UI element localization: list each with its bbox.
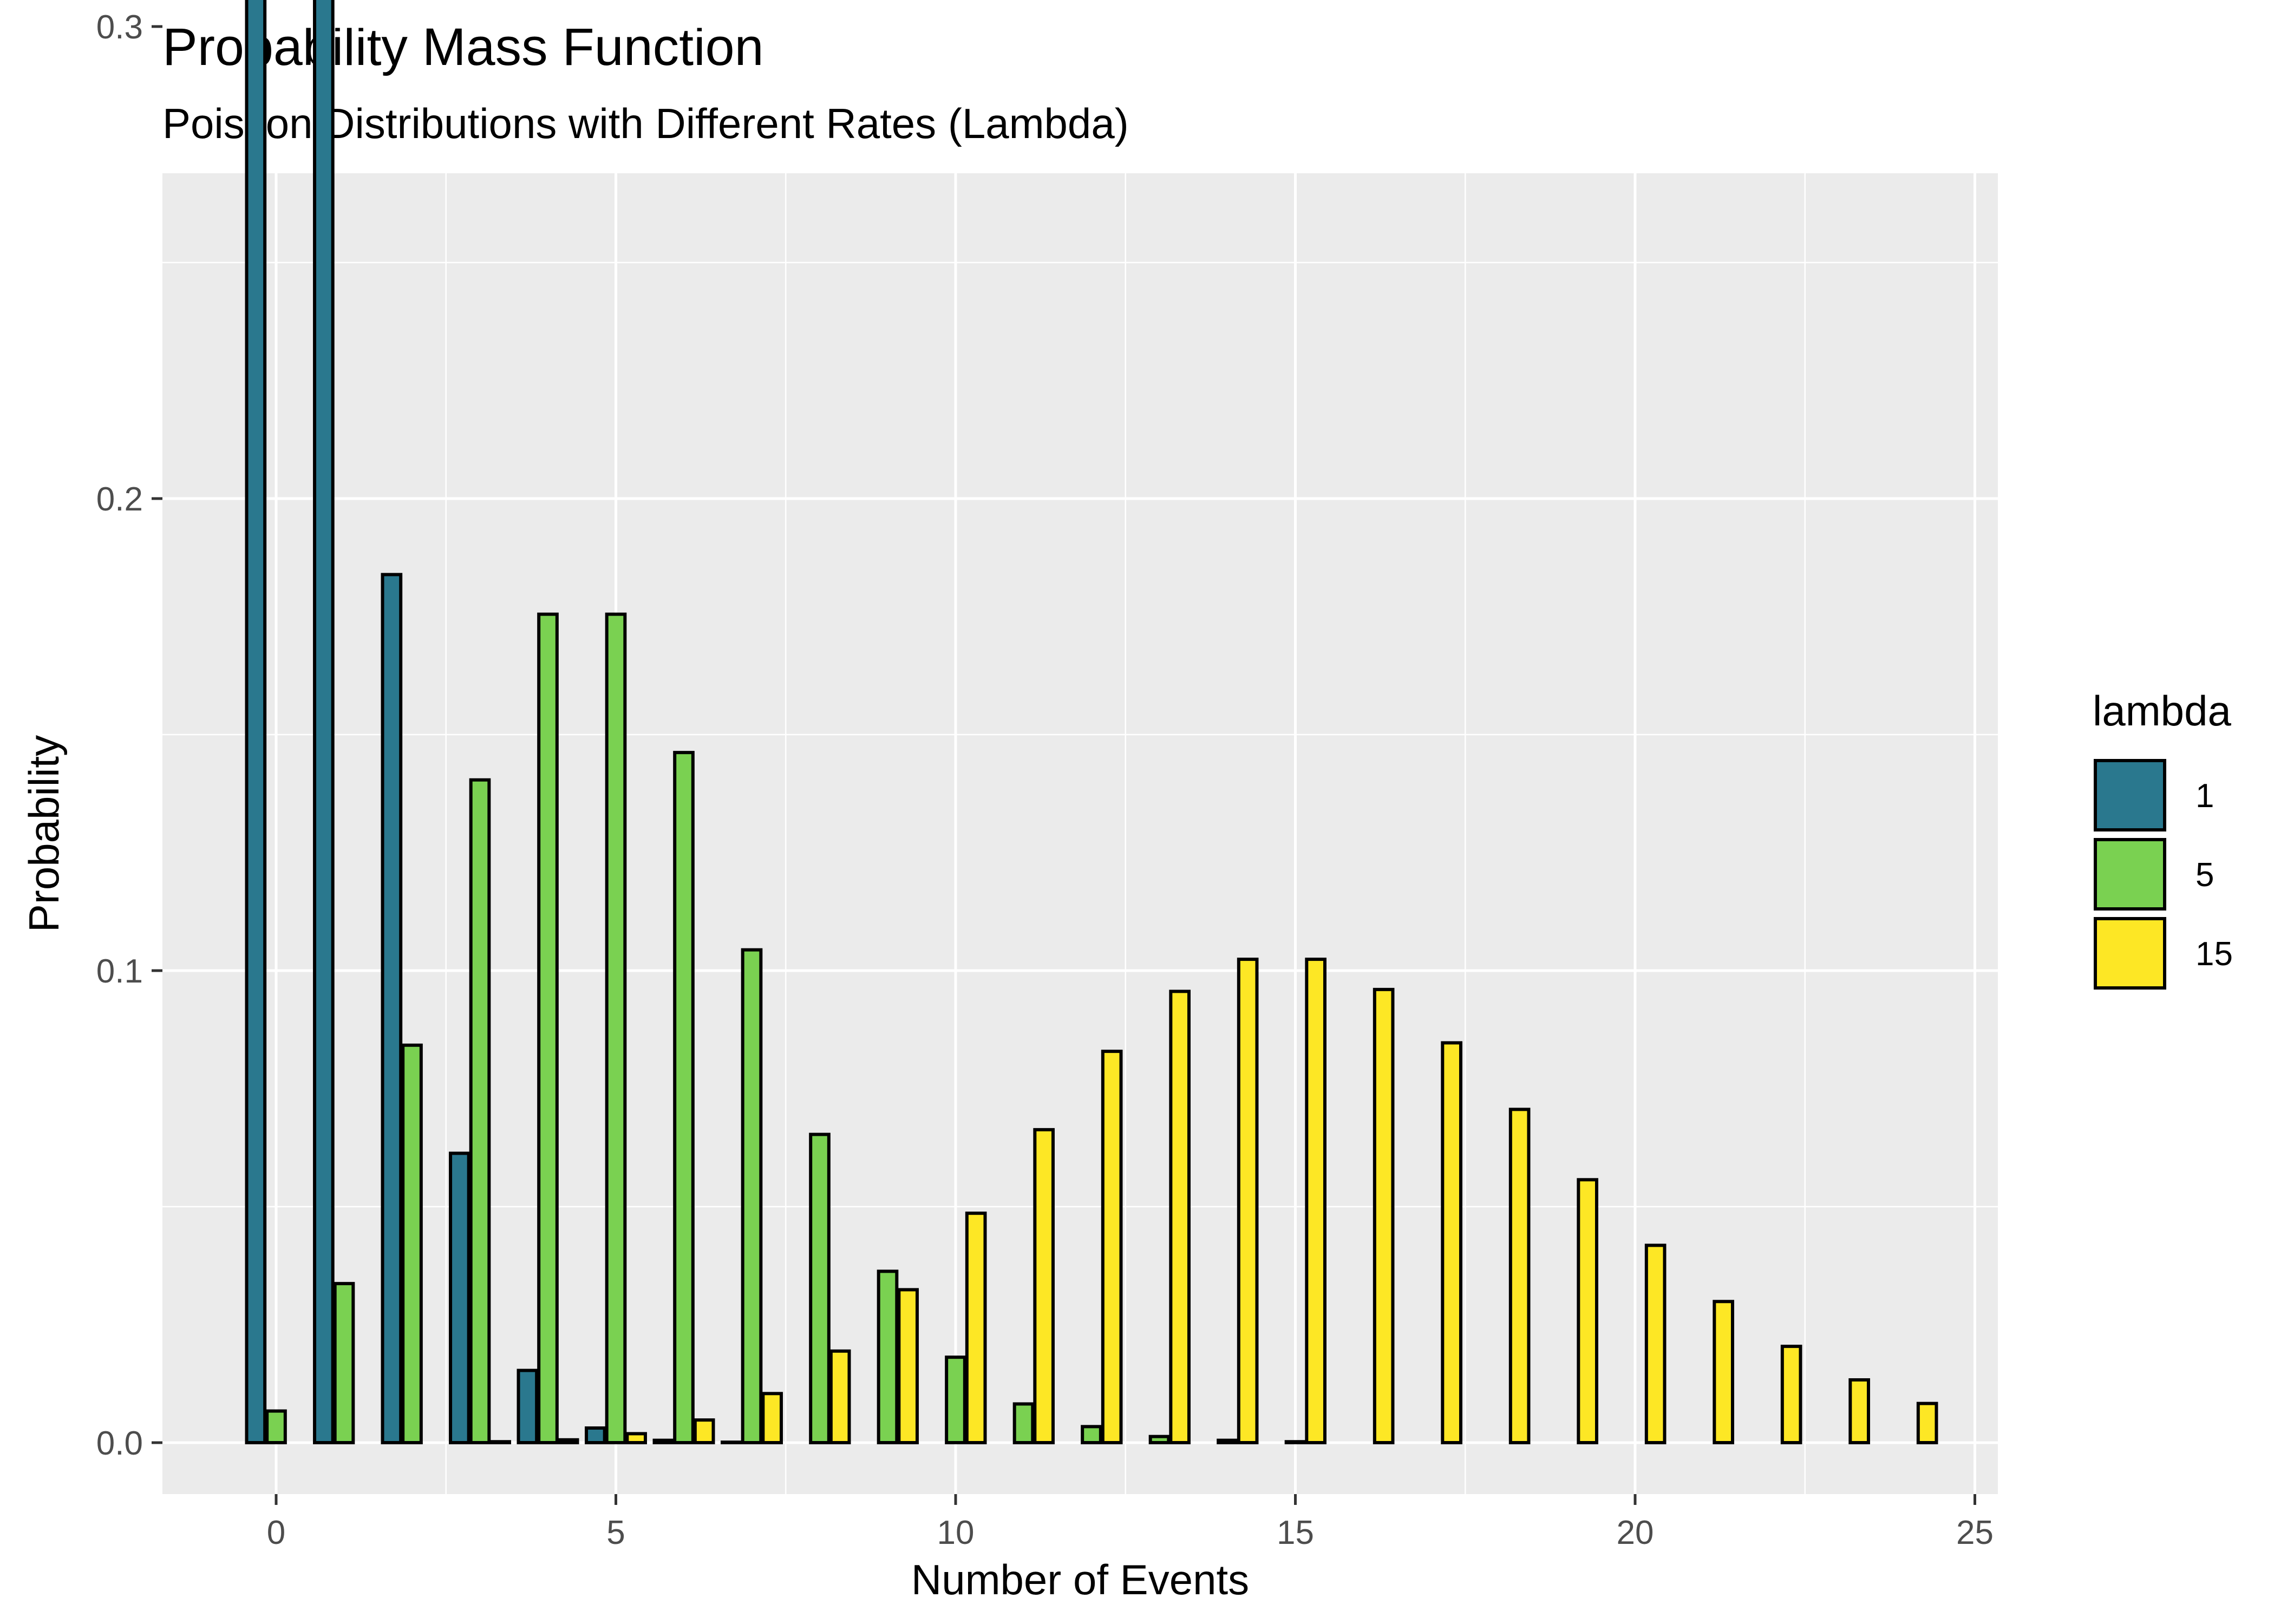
bar-lambda-1-x5: [585, 1426, 606, 1445]
bar-lambda-15-x10: [965, 1212, 987, 1444]
x-tick-label: 15: [1277, 1514, 1314, 1551]
bar-lambda-15-x20: [1644, 1243, 1667, 1444]
bars: [245, 0, 1938, 1445]
bar-lambda-5-x14: [1217, 1438, 1238, 1444]
bar-lambda-15-x21: [1713, 1300, 1734, 1444]
bar-lambda-5-x2: [401, 1043, 423, 1444]
bar-lambda-1-x3: [449, 1151, 471, 1445]
bar-lambda-15-x17: [1441, 1041, 1462, 1444]
bar-lambda-1-x2: [381, 573, 403, 1444]
bar-lambda-5-x5: [605, 612, 627, 1444]
legend-label-15: 15: [2195, 935, 2233, 973]
bar-lambda-5-x7: [741, 948, 763, 1444]
bar-lambda-15-x15: [1305, 958, 1327, 1444]
y-tick-label: 0.3: [96, 9, 143, 46]
bar-lambda-1-x7: [721, 1440, 742, 1444]
bar-lambda-5-x4: [537, 612, 559, 1444]
bar-lambda-15-x22: [1780, 1345, 1802, 1445]
y-tick-label: 0.1: [96, 953, 143, 990]
y-tick-label: 0.2: [96, 481, 143, 518]
bar-lambda-15-x23: [1848, 1378, 1870, 1444]
x-tick-label: 10: [937, 1514, 975, 1551]
legend-key-1: [2094, 759, 2166, 831]
bar-lambda-15-x7: [761, 1392, 783, 1445]
x-axis: 0 5 10 15 20 25: [267, 1494, 1994, 1551]
bar-lambda-5-x6: [673, 751, 695, 1444]
bar-lambda-5-x15: [1284, 1440, 1306, 1445]
bar-lambda-5-x10: [945, 1355, 966, 1444]
bar-lambda-15-x5: [625, 1432, 647, 1444]
y-axis-title: Probability: [20, 735, 68, 932]
y-tick-label: 0.0: [96, 1425, 143, 1462]
y-axis: 0.0 0.1 0.2 0.3: [96, 9, 162, 1462]
bar-lambda-15-x8: [829, 1349, 851, 1445]
bar-lambda-5-x12: [1081, 1425, 1102, 1445]
bar-lambda-15-x9: [897, 1288, 919, 1444]
bar-lambda-5-x0: [265, 1409, 287, 1444]
bar-lambda-15-x16: [1373, 987, 1395, 1444]
legend-key-5: [2094, 838, 2166, 911]
bar-lambda-15-x11: [1033, 1128, 1055, 1444]
bar-lambda-1-x4: [517, 1368, 539, 1444]
legend-label-1: 1: [2195, 777, 2214, 815]
legend-label-5: 5: [2195, 856, 2214, 894]
x-tick-label: 20: [1617, 1514, 1654, 1551]
chart-subtitle: Poisson Distributions with Different Rat…: [162, 100, 1129, 147]
legend-key-15: [2094, 917, 2166, 990]
bar-lambda-5-x13: [1148, 1435, 1171, 1445]
bar-lambda-15-x13: [1169, 990, 1191, 1445]
bar-lambda-5-x8: [809, 1132, 831, 1444]
bar-lambda-15-x18: [1508, 1108, 1531, 1444]
bar-lambda-15-x19: [1577, 1178, 1598, 1444]
bar-lambda-5-x1: [333, 1282, 355, 1444]
x-tick-label: 25: [1956, 1514, 1994, 1551]
x-tick-label: 5: [606, 1514, 625, 1551]
bar-lambda-15-x24: [1916, 1402, 1938, 1445]
plot-panel: [162, 173, 1998, 1494]
bar-lambda-5-x3: [469, 778, 491, 1444]
bar-lambda-15-x12: [1101, 1050, 1123, 1445]
x-axis-title: Number of Events: [911, 1556, 1249, 1603]
bar-lambda-5-x11: [1012, 1402, 1035, 1445]
bar-lambda-15-x14: [1237, 958, 1259, 1444]
bar-lambda-15-x3: [489, 1440, 511, 1445]
bar-lambda-1-x6: [652, 1438, 675, 1444]
bar-lambda-15-x6: [693, 1418, 715, 1445]
bar-lambda-15-x4: [557, 1438, 579, 1445]
bar-lambda-5-x9: [877, 1269, 899, 1445]
x-tick-label: 0: [267, 1514, 285, 1551]
bar-lambda-1-x1: [313, 0, 335, 1444]
bar-lambda-1-x0: [245, 0, 267, 1444]
legend-title: lambda: [2093, 687, 2231, 735]
